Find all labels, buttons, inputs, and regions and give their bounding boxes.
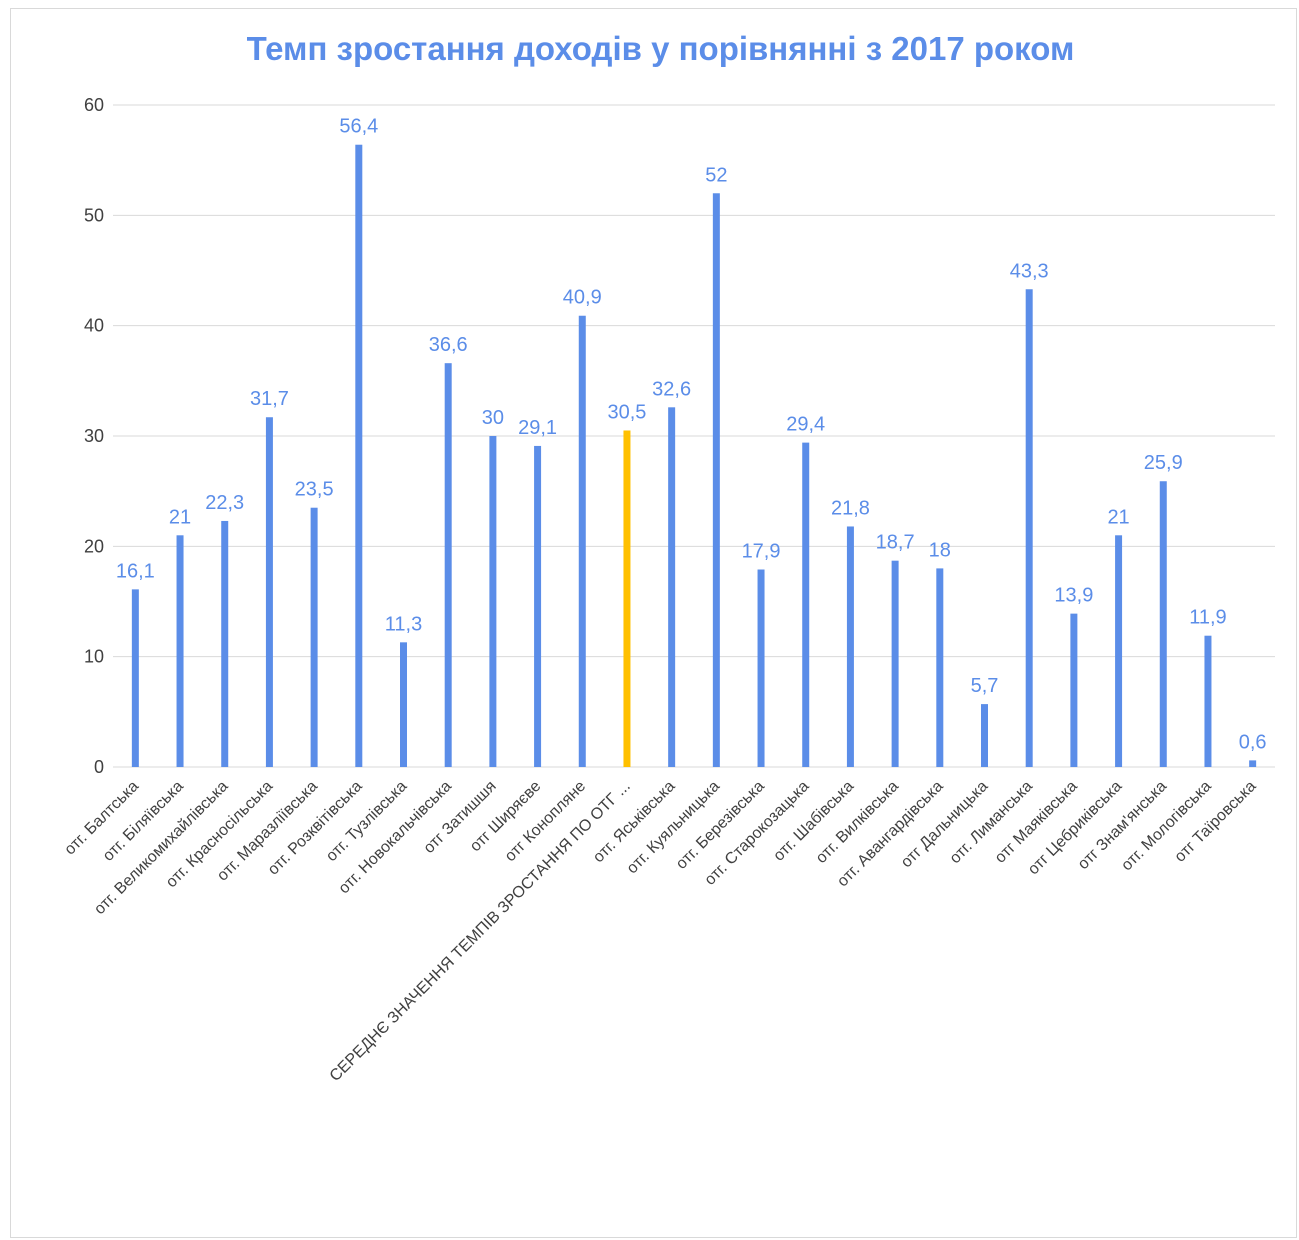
y-tick-label: 60	[84, 95, 104, 115]
bar	[1249, 760, 1257, 767]
bar	[1159, 481, 1167, 767]
data-label: 0,6	[1239, 731, 1267, 753]
bar	[265, 417, 273, 767]
y-tick-label: 50	[84, 205, 104, 225]
data-label: 11,9	[1189, 607, 1226, 629]
data-label: 13,9	[1054, 585, 1093, 607]
bar	[355, 144, 363, 768]
data-label: 31,7	[250, 388, 289, 410]
bar	[221, 520, 229, 767]
x-tick-label: отг. Вилківська	[813, 778, 902, 867]
data-label: 29,4	[786, 414, 825, 436]
data-label: 21	[1107, 506, 1129, 528]
bar	[623, 430, 631, 767]
bar	[981, 704, 988, 767]
bar	[712, 193, 720, 767]
grid-lines	[113, 104, 1275, 768]
y-axis-ticks: 0 10 20 30 40 50 60	[84, 95, 104, 777]
data-label: 25,9	[1144, 452, 1183, 474]
y-tick-label: 30	[84, 426, 104, 446]
data-labels: 16,1 21 22,3 31,7 23,5 56,4 11,3 36,6 30 29,1 40,9…	[116, 116, 1267, 754]
data-label: 16,1	[116, 560, 155, 582]
x-tick-label: отг Маяківська	[992, 778, 1081, 867]
y-tick-label: 0	[94, 757, 104, 777]
data-label: 40,9	[563, 287, 602, 309]
chart-title: Темп зростання доходів у порівнянні з 20…	[246, 30, 1075, 67]
data-label: 5,7	[971, 675, 999, 697]
bar	[891, 560, 899, 767]
data-label: 18	[929, 539, 951, 561]
data-label: 17,9	[742, 541, 781, 563]
bar	[534, 445, 542, 767]
x-tick-label: отг Таїровська	[1172, 778, 1260, 866]
bar	[757, 569, 765, 767]
x-tick-label: отг. Шабівська	[770, 778, 857, 865]
x-tick-label: отг. Тузлівська	[323, 778, 410, 865]
bar	[936, 568, 944, 767]
bar	[489, 436, 497, 767]
bar	[578, 315, 586, 767]
bar	[846, 526, 854, 767]
data-label: 11,3	[385, 613, 422, 635]
bar	[131, 589, 139, 767]
data-label: 32,6	[652, 378, 691, 400]
data-label: 30	[482, 407, 504, 429]
data-label: 23,5	[295, 479, 334, 501]
bar	[1204, 635, 1212, 767]
bar	[1070, 613, 1078, 767]
bar	[802, 442, 810, 767]
x-tick-label: отг. Яськівська	[590, 778, 678, 866]
data-label: 18,7	[876, 532, 915, 554]
data-label: 22,3	[205, 492, 244, 514]
data-label: 21,8	[831, 497, 870, 519]
bar	[1025, 289, 1033, 767]
data-label: 52	[705, 164, 727, 186]
x-tick-label: отг. Біляївська	[100, 778, 187, 865]
bar	[176, 535, 184, 767]
y-tick-label: 20	[84, 536, 104, 556]
x-tick-label: отг Коноплянe	[502, 778, 589, 865]
data-label: 29,1	[518, 417, 557, 439]
bar	[310, 507, 318, 767]
y-tick-label: 40	[84, 316, 104, 336]
bar	[444, 363, 452, 767]
bar	[400, 642, 407, 767]
data-label: 30,5	[607, 401, 646, 423]
data-label: 21	[169, 506, 191, 528]
bars	[131, 144, 1257, 768]
data-label: 56,4	[339, 116, 378, 138]
bar	[1115, 535, 1123, 767]
data-label: 43,3	[1010, 260, 1049, 282]
y-tick-label: 10	[84, 647, 104, 667]
data-label: 36,6	[429, 334, 468, 356]
bar	[668, 407, 676, 767]
